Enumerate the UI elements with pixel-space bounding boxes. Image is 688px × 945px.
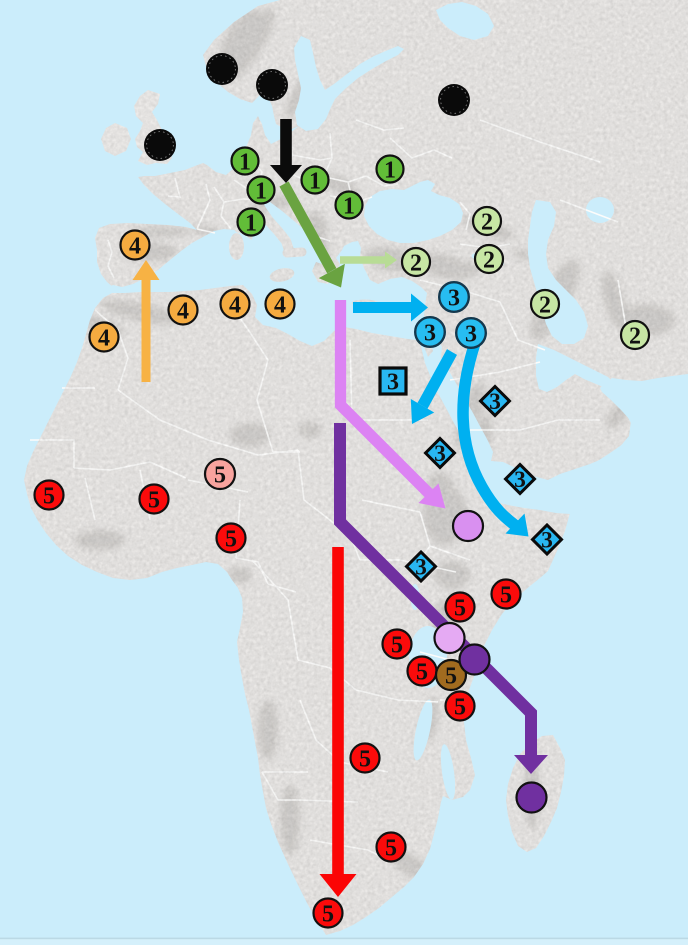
svg-text:1: 1 [245, 211, 257, 237]
svg-text:3: 3 [448, 286, 460, 312]
svg-text:3: 3 [387, 370, 399, 396]
svg-text:3: 3 [415, 555, 427, 581]
svg-text:4: 4 [274, 293, 286, 319]
svg-text:5: 5 [391, 633, 403, 659]
svg-text:2: 2 [629, 324, 641, 350]
svg-text:1: 1 [239, 150, 251, 176]
svg-text:5: 5 [214, 463, 226, 489]
svg-text:2: 2 [481, 210, 493, 236]
svg-text:3: 3 [434, 441, 446, 467]
svg-text:5: 5 [322, 902, 334, 928]
svg-text:5: 5 [148, 488, 160, 514]
svg-text:3: 3 [489, 389, 501, 415]
svg-text:5: 5 [385, 836, 397, 862]
svg-text:1: 1 [255, 179, 267, 205]
svg-text:3: 3 [424, 321, 436, 347]
svg-text:3: 3 [465, 322, 477, 348]
svg-text:5: 5 [416, 660, 428, 686]
svg-text:1: 1 [309, 169, 321, 195]
svg-text:4: 4 [177, 299, 189, 325]
svg-text:5: 5 [454, 695, 466, 721]
svg-text:3: 3 [514, 467, 526, 493]
svg-text:5: 5 [454, 596, 466, 622]
svg-text:4: 4 [129, 234, 141, 260]
svg-text:4: 4 [98, 326, 110, 352]
svg-text:2: 2 [410, 251, 422, 277]
svg-text:1: 1 [384, 158, 396, 184]
svg-text:3: 3 [541, 528, 553, 554]
svg-text:4: 4 [229, 293, 241, 319]
svg-text:5: 5 [500, 583, 512, 609]
svg-text:5: 5 [225, 527, 237, 553]
svg-text:5: 5 [359, 747, 371, 773]
svg-text:5: 5 [43, 484, 55, 510]
svg-text:5: 5 [445, 664, 457, 690]
svg-text:2: 2 [483, 248, 495, 274]
svg-text:1: 1 [343, 194, 355, 220]
svg-text:2: 2 [539, 293, 551, 319]
